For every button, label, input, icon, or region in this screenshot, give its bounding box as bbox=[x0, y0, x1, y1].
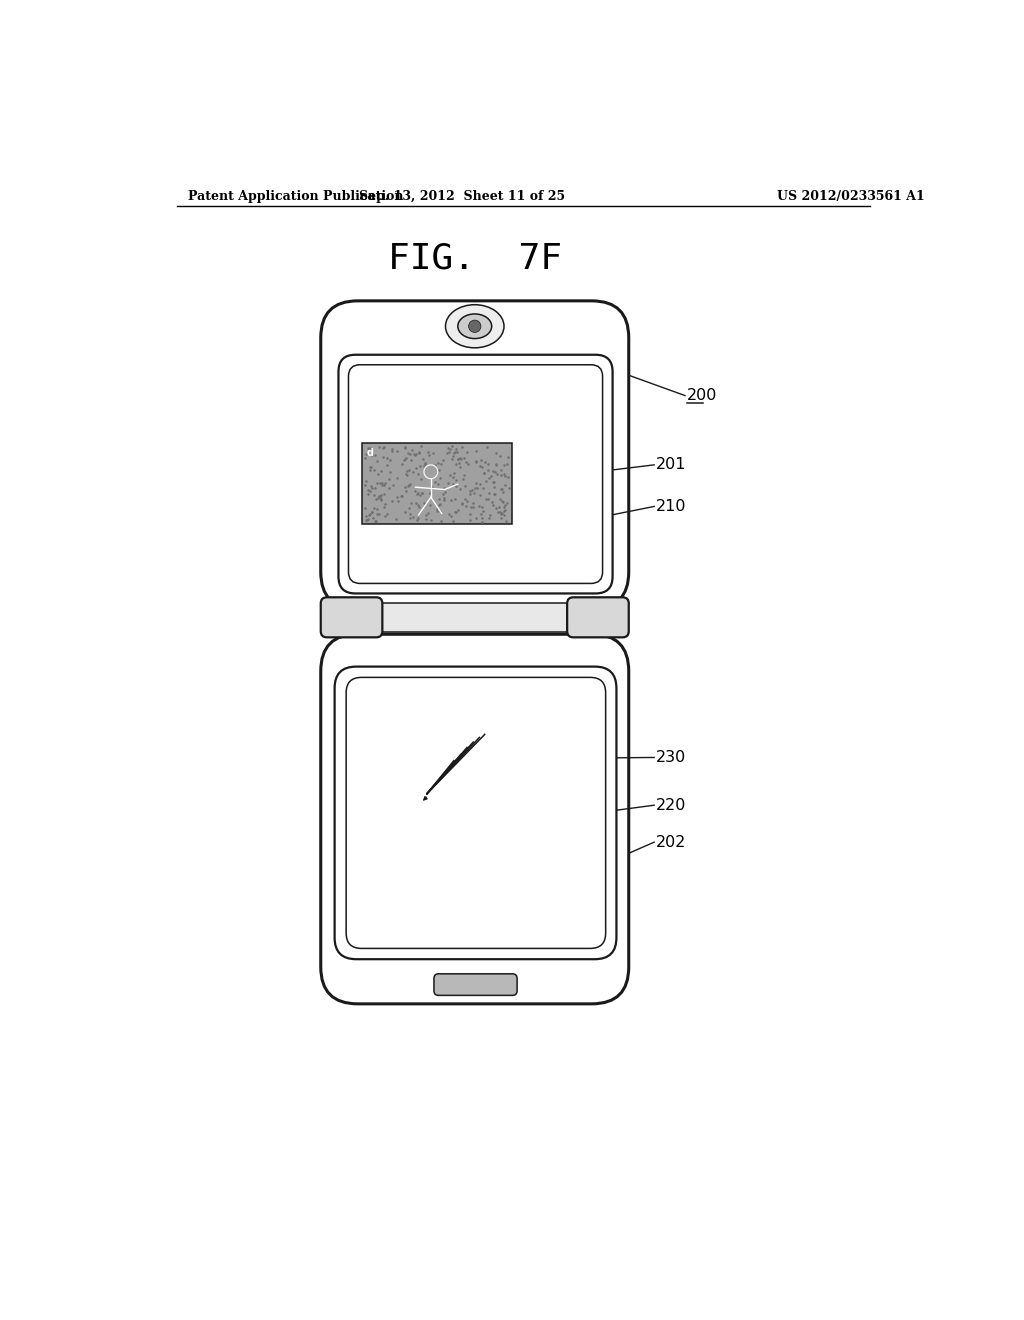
FancyBboxPatch shape bbox=[434, 974, 517, 995]
Circle shape bbox=[469, 321, 481, 333]
Text: 220: 220 bbox=[655, 797, 686, 813]
Ellipse shape bbox=[445, 305, 504, 348]
FancyBboxPatch shape bbox=[321, 301, 629, 609]
Text: 202: 202 bbox=[655, 834, 686, 850]
FancyBboxPatch shape bbox=[567, 597, 629, 638]
FancyBboxPatch shape bbox=[321, 597, 382, 638]
FancyBboxPatch shape bbox=[348, 364, 602, 583]
Text: d: d bbox=[367, 447, 373, 458]
FancyBboxPatch shape bbox=[335, 667, 616, 960]
Text: Sep. 13, 2012  Sheet 11 of 25: Sep. 13, 2012 Sheet 11 of 25 bbox=[358, 190, 564, 203]
Text: Patent Application Publication: Patent Application Publication bbox=[188, 190, 403, 203]
FancyBboxPatch shape bbox=[321, 635, 629, 1003]
Text: 230: 230 bbox=[655, 750, 686, 766]
Ellipse shape bbox=[458, 314, 492, 339]
FancyBboxPatch shape bbox=[346, 677, 605, 948]
Text: FIG.  7F: FIG. 7F bbox=[388, 242, 562, 276]
Text: 210: 210 bbox=[655, 499, 686, 513]
Ellipse shape bbox=[424, 465, 438, 479]
FancyBboxPatch shape bbox=[339, 355, 612, 594]
Text: US 2012/0233561 A1: US 2012/0233561 A1 bbox=[777, 190, 925, 203]
Text: 201: 201 bbox=[655, 457, 686, 473]
Text: 200: 200 bbox=[686, 388, 717, 403]
Bar bbox=[382, 603, 567, 632]
Bar bbox=[361, 444, 512, 524]
